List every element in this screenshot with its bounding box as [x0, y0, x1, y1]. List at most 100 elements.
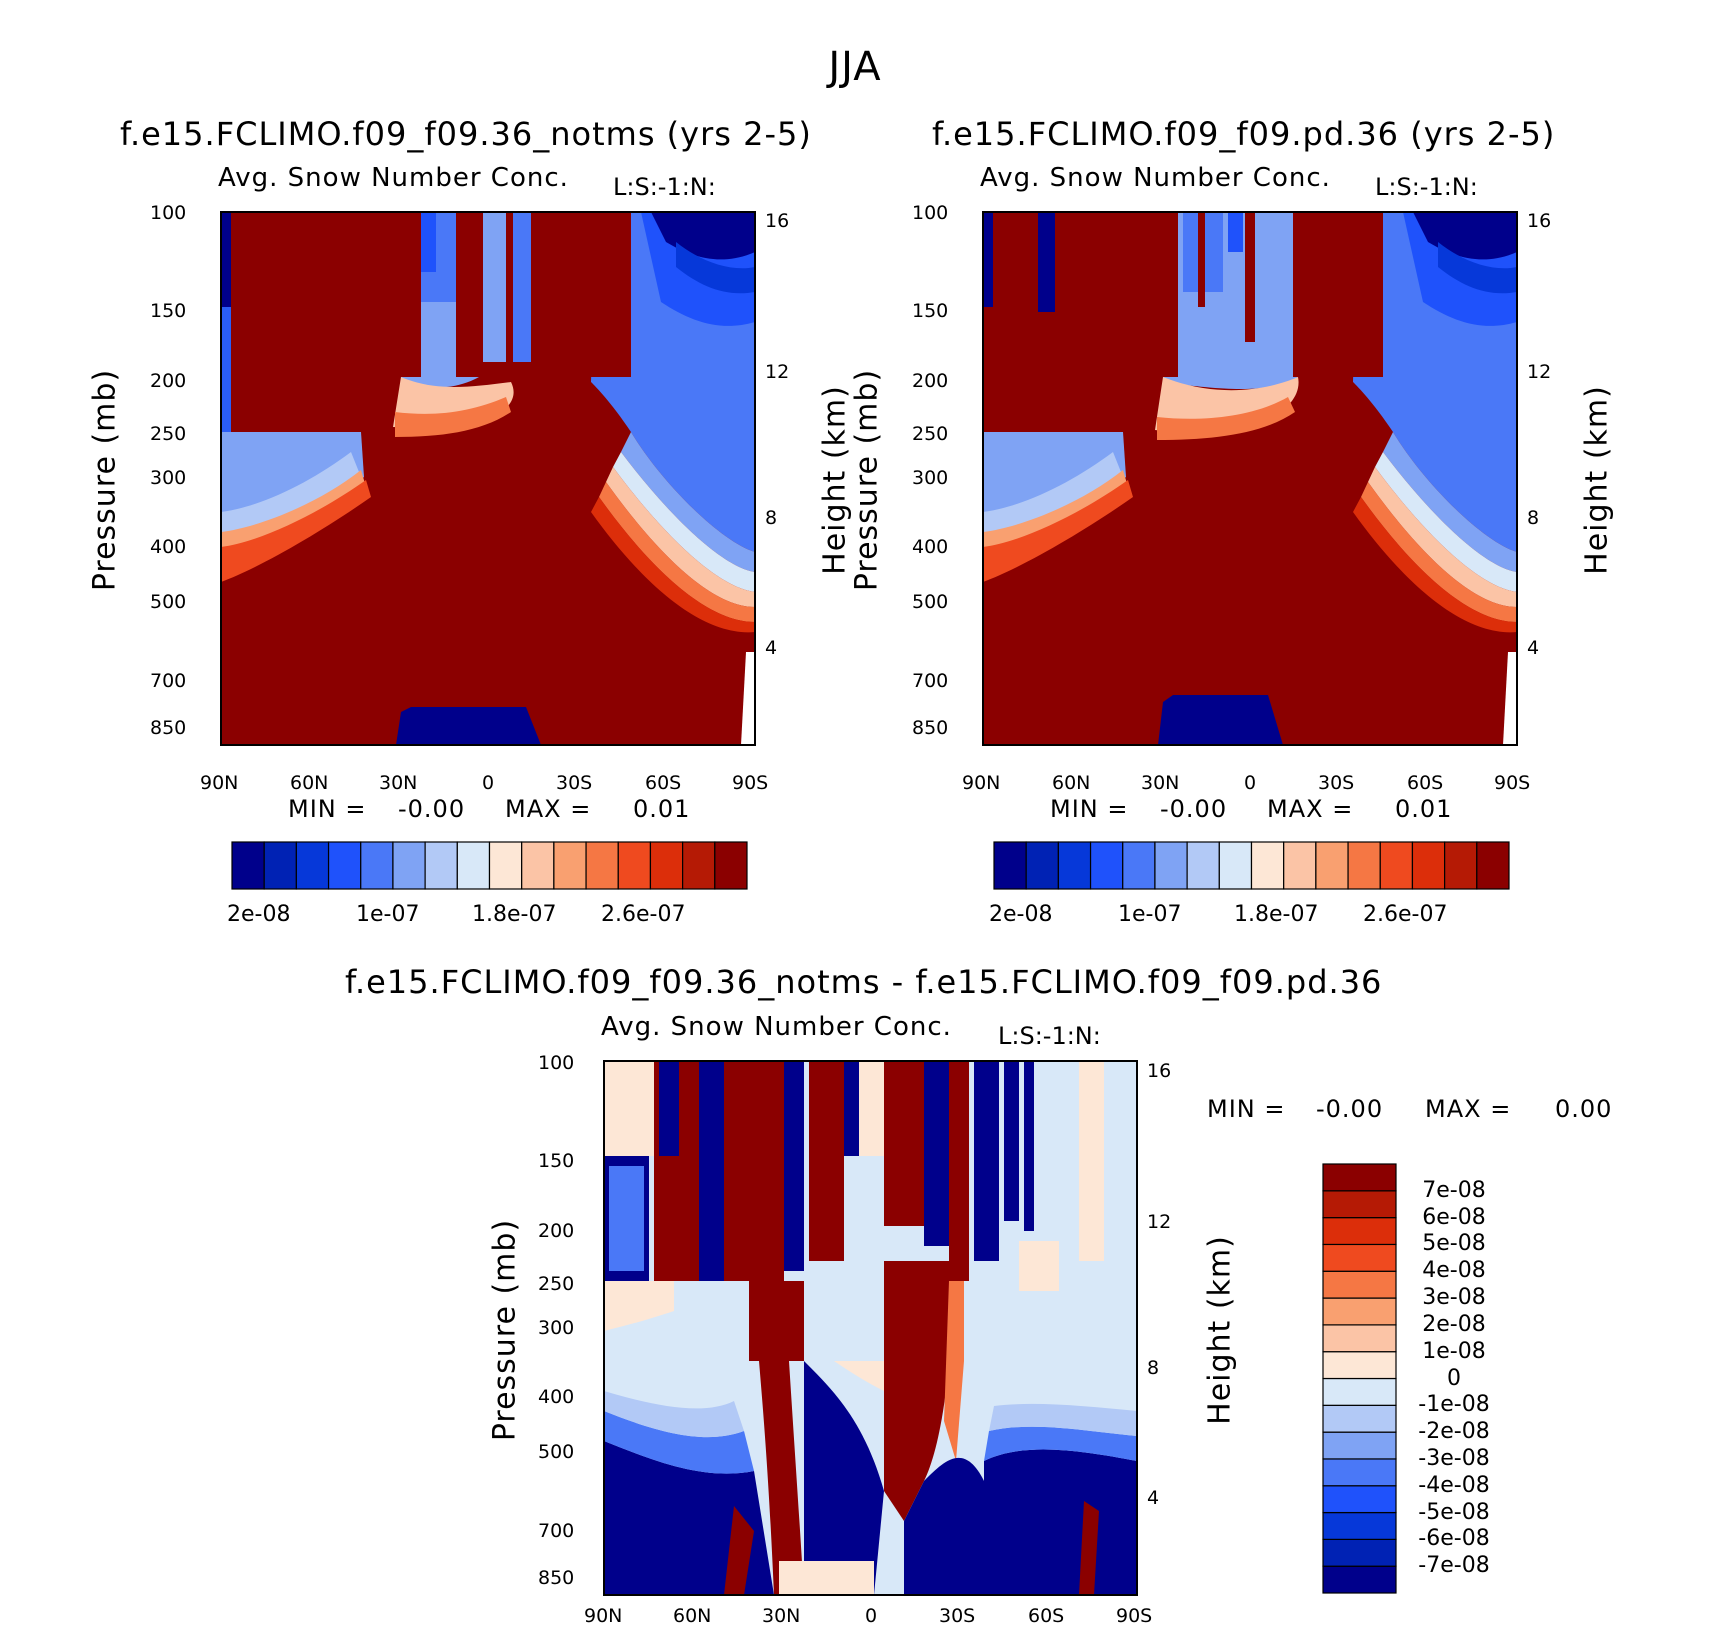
diff-min-value: -0.00 [1316, 1095, 1384, 1123]
right-xtick: 90S [1494, 772, 1531, 794]
colorbar-swatch [1322, 1217, 1397, 1246]
right-ylabel: Pressure (mb) [849, 368, 885, 592]
right-htick: 16 [1527, 210, 1552, 232]
diff-xtick: 90N [584, 1605, 623, 1627]
diff-cbar-label: 0 [1447, 1365, 1461, 1391]
right-xtick: 0 [1244, 772, 1257, 794]
colorbar-swatch [327, 841, 362, 890]
colorbar-swatch [1322, 1404, 1397, 1433]
diff-max-label: MAX = [1425, 1095, 1512, 1123]
colorbar-swatch [488, 841, 523, 890]
left-xtick: 60S [645, 772, 682, 794]
diff-axes-frame [603, 1060, 1138, 1596]
right-htick: 4 [1527, 637, 1540, 659]
right-ylabel-right: Height (km) [1579, 385, 1615, 575]
right-contour-plot [983, 212, 1517, 745]
diff-cbar-label: 3e-08 [1422, 1285, 1486, 1311]
right-field-label: Avg. Snow Number Conc. [980, 163, 1331, 193]
left-xtick: 30N [379, 772, 418, 794]
right-xtick: 90N [962, 772, 1001, 794]
diff-cbar-label: -1e-08 [1418, 1392, 1490, 1418]
right-level-label: L:S:-1:N: [1375, 173, 1478, 201]
diff-htick: 4 [1147, 1487, 1160, 1509]
left-ytick: 150 [150, 300, 187, 322]
left-ytick: 400 [150, 536, 187, 558]
right-colorbar [993, 841, 1510, 890]
diff-ytick: 850 [538, 1567, 575, 1589]
left-cbar-label: 2e-08 [227, 902, 291, 927]
colorbar-swatch [1322, 1270, 1397, 1299]
left-ytick: 500 [150, 591, 187, 613]
right-ytick: 100 [912, 202, 949, 224]
left-min-value: -0.00 [398, 795, 466, 823]
diff-ytick: 250 [538, 1273, 575, 1295]
diff-xtick: 60N [673, 1605, 712, 1627]
left-xtick: 0 [482, 772, 495, 794]
colorbar-swatch [1322, 1485, 1397, 1514]
colorbar-swatch [1322, 1243, 1397, 1272]
diff-ytick: 300 [538, 1317, 575, 1339]
colorbar-swatch [1089, 841, 1124, 890]
colorbar-swatch [1322, 1458, 1397, 1487]
diff-xtick: 30S [939, 1605, 976, 1627]
diff-cbar-label: -2e-08 [1418, 1419, 1490, 1445]
left-ytick: 100 [150, 202, 187, 224]
right-min-value: -0.00 [1160, 795, 1228, 823]
colorbar-swatch [1322, 1538, 1397, 1567]
diff-xtick: 30N [762, 1605, 801, 1627]
colorbar-swatch [585, 841, 619, 890]
right-cbar-label: 1.8e-07 [1234, 902, 1319, 927]
right-max-value: 0.01 [1395, 795, 1453, 823]
left-ytick: 200 [150, 370, 187, 392]
colorbar-swatch [263, 841, 297, 890]
colorbar-swatch [1411, 841, 1446, 890]
diff-cbar-label: 7e-08 [1422, 1177, 1486, 1203]
colorbar-swatch [1322, 1511, 1397, 1540]
right-min-label: MIN = [1050, 795, 1129, 823]
diff-cbar-label: -4e-08 [1418, 1472, 1490, 1498]
left-htick: 8 [765, 507, 778, 529]
diff-field-label: Avg. Snow Number Conc. [601, 1012, 952, 1042]
colorbar-swatch [1218, 841, 1253, 890]
left-field-label: Avg. Snow Number Conc. [218, 163, 569, 193]
colorbar-swatch [295, 841, 330, 890]
diff-xtick: 90S [1116, 1605, 1153, 1627]
diff-ytick: 200 [538, 1220, 575, 1242]
colorbar-swatch [617, 841, 652, 890]
colorbar-swatch [360, 841, 394, 890]
left-htick: 16 [765, 210, 790, 232]
left-htick: 12 [765, 361, 790, 383]
right-ytick: 200 [912, 370, 949, 392]
colorbar-swatch [1154, 841, 1188, 890]
left-xtick: 30S [556, 772, 593, 794]
left-level-label: L:S:-1:N: [613, 173, 716, 201]
left-ylabel: Pressure (mb) [87, 368, 123, 592]
colorbar-swatch [1057, 841, 1092, 890]
colorbar-swatch [682, 841, 716, 890]
diff-ytick: 150 [538, 1150, 575, 1172]
left-ylabel-right: Height (km) [817, 385, 853, 575]
right-xtick: 30S [1318, 772, 1355, 794]
colorbar-swatch [1444, 841, 1478, 890]
diff-htick: 16 [1147, 1060, 1172, 1082]
diff-panel-title: f.e15.FCLIMO.f09_f09.36_notms - f.e15.FC… [345, 963, 1383, 1001]
diff-cbar-label: 4e-08 [1422, 1258, 1486, 1284]
right-ytick: 300 [912, 467, 949, 489]
diff-cbar-label: -5e-08 [1418, 1499, 1490, 1525]
left-colorbar [231, 841, 748, 890]
colorbar-swatch [1186, 841, 1220, 890]
left-ytick: 300 [150, 467, 187, 489]
figure-title: JJA [828, 44, 882, 90]
colorbar-swatch [1122, 841, 1156, 890]
left-panel-title: f.e15.FCLIMO.f09_f09.36_notms (yrs 2-5) [120, 115, 812, 153]
diff-ytick: 700 [538, 1520, 575, 1542]
colorbar-swatch [1347, 841, 1381, 890]
left-xtick: 90N [200, 772, 239, 794]
right-ytick: 500 [912, 591, 949, 613]
diff-ytick: 500 [538, 1441, 575, 1463]
diff-min-label: MIN = [1207, 1095, 1286, 1123]
colorbar-swatch [714, 841, 748, 890]
right-xtick: 60N [1052, 772, 1091, 794]
right-ytick: 850 [912, 717, 949, 739]
left-contour-plot [221, 212, 755, 745]
